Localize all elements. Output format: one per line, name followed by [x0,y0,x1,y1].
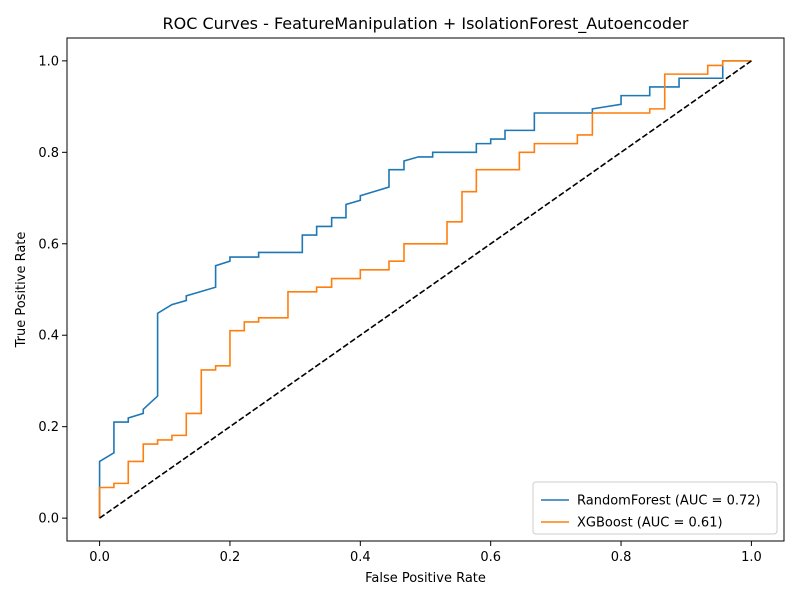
y-tick-label: 0.4 [38,329,59,344]
x-axis-label: False Positive Rate [365,571,486,586]
chart-title: ROC Curves - FeatureManipulation + Isola… [162,14,688,34]
legend-label: RandomForest (AUC = 0.72) [577,494,761,509]
y-axis-ticks: 0.0 0.2 0.4 0.6 0.8 1.0 [38,54,67,527]
x-tick-label: 0.8 [611,550,632,565]
x-tick-label: 0.0 [89,550,110,565]
series-lines [98,60,752,519]
x-axis-ticks: 0.0 0.2 0.4 0.6 0.8 1.0 [89,541,762,565]
legend-box [532,481,778,535]
legend-items: RandomForest (AUC = 0.72) XGBoost (AUC = … [541,494,761,531]
y-axis-label: True Positive Rate [14,232,29,349]
chance-diagonal-line [99,60,752,519]
randomforest-roc-line [98,60,752,519]
plot-frame [66,37,785,542]
plot-area: 0.0 0.2 0.4 0.6 0.8 1.0 0.0 0.2 0.4 0.6 0.8 1.0 [38,37,785,565]
y-tick-label: 0.8 [38,146,59,161]
y-tick-label: 0.6 [38,237,59,252]
xgboost-roc-line [98,60,752,519]
legend: RandomForest (AUC = 0.72) XGBoost (AUC = … [532,481,778,535]
x-tick-label: 0.4 [350,550,371,565]
x-tick-label: 1.0 [741,550,762,565]
legend-label: XGBoost (AUC = 0.61) [577,516,723,531]
y-tick-label: 0.2 [38,420,59,435]
y-tick-label: 1.0 [38,54,59,69]
x-tick-label: 0.6 [480,550,501,565]
x-tick-label: 0.2 [220,550,241,565]
y-tick-label: 0.0 [38,512,59,527]
